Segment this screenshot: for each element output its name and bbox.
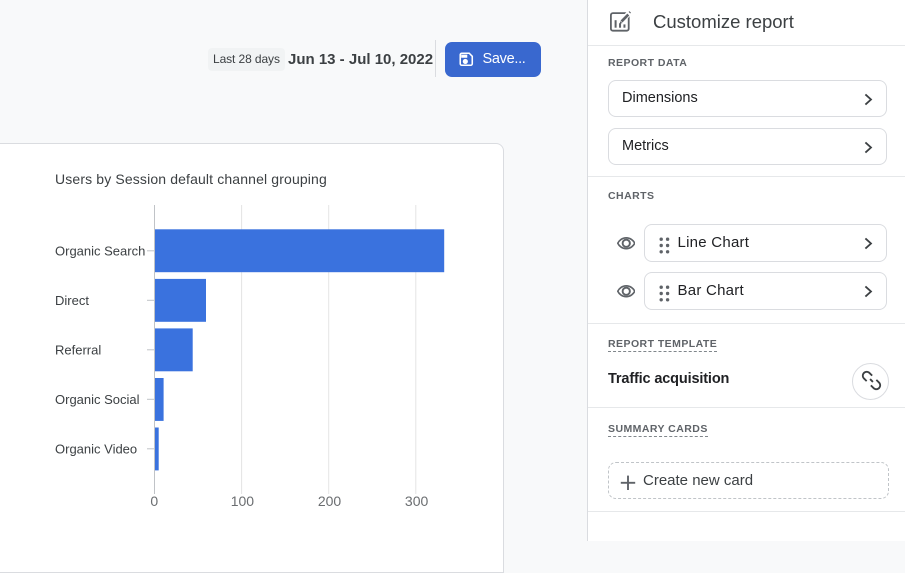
svg-text:Referral: Referral: [55, 342, 101, 357]
svg-text:0: 0: [150, 493, 158, 509]
svg-text:100: 100: [231, 493, 255, 509]
svg-text:200: 200: [318, 493, 342, 509]
svg-text:Organic Search: Organic Search: [55, 243, 145, 258]
svg-text:Organic Video: Organic Video: [55, 441, 137, 456]
svg-text:300: 300: [405, 493, 429, 509]
svg-text:Organic Social: Organic Social: [55, 392, 140, 407]
svg-text:Direct: Direct: [55, 293, 89, 308]
